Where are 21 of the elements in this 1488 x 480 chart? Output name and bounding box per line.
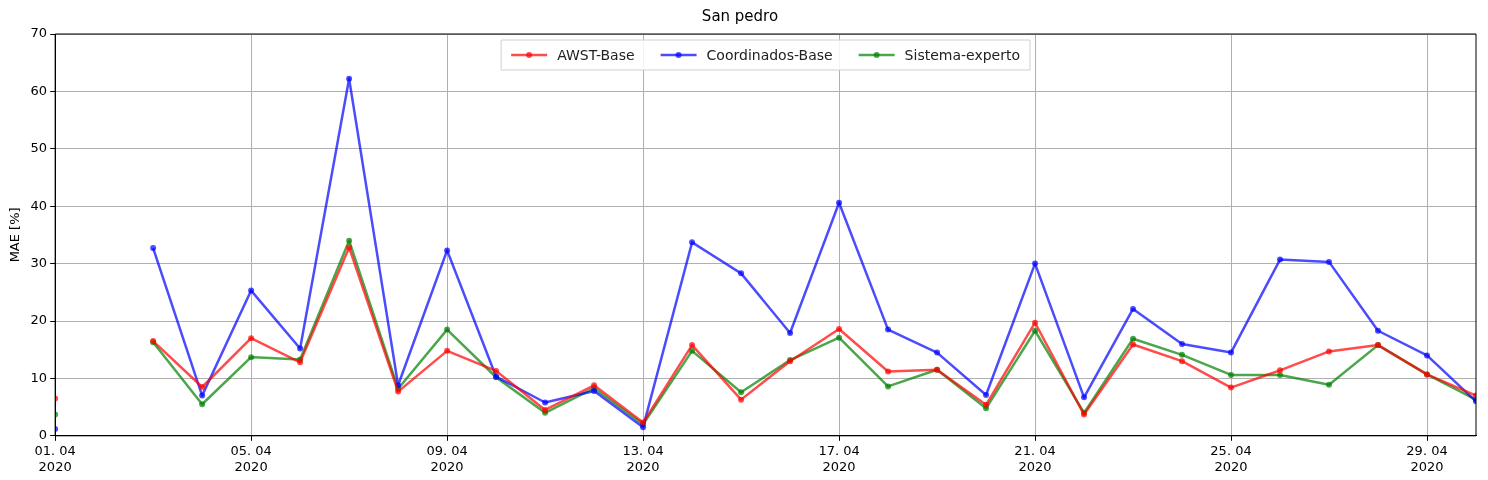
- y-tick-label: 0: [38, 427, 48, 443]
- x-tick-label: 01. 04 2020: [34, 442, 76, 474]
- y-tick-label: 50: [30, 140, 48, 156]
- y-tick-label: 10: [30, 369, 48, 385]
- x-tick-label: 13. 04 2020: [622, 442, 664, 474]
- x-tick-label: 05. 04 2020: [230, 442, 272, 474]
- y-axis-title: MAE [%]: [7, 207, 23, 263]
- y-tick-label: 60: [30, 82, 48, 98]
- chart-title: San pedro: [701, 6, 779, 25]
- x-tick-label: 09. 04 2020: [426, 442, 468, 474]
- x-tick-label: 17. 04 2020: [818, 442, 860, 474]
- x-tick-label: 21. 04 2020: [1014, 442, 1056, 474]
- legend-label: Coordinados-Base: [706, 46, 833, 63]
- x-tick-label: 29. 04 2020: [1406, 442, 1448, 474]
- x-tick-label: 25. 04 2020: [1210, 442, 1252, 474]
- legend-label: AWST-Base: [557, 46, 635, 63]
- y-tick-label: 30: [30, 254, 48, 270]
- y-tick-label: 40: [30, 197, 48, 213]
- legend-label: Sistema-experto: [904, 46, 1021, 63]
- y-tick-label: 20: [30, 312, 48, 328]
- y-tick-label: 70: [30, 25, 48, 41]
